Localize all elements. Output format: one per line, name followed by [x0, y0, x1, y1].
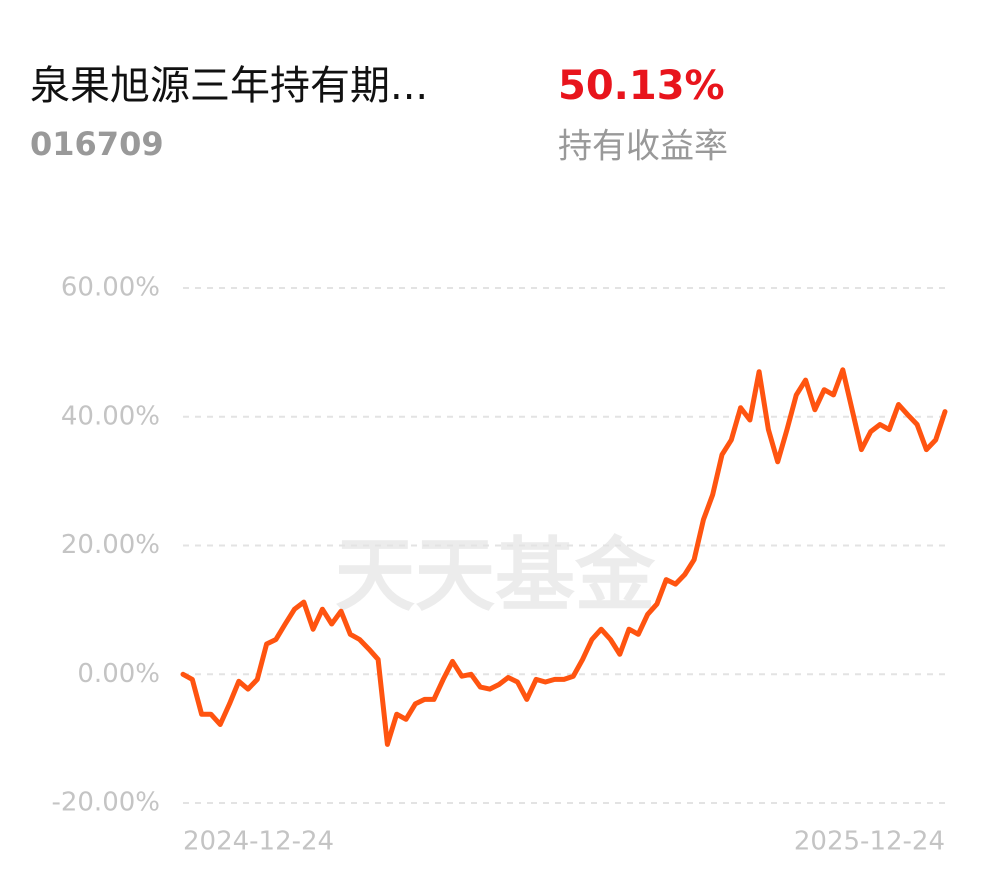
fund-code: 016709: [30, 125, 164, 163]
return-value: 50.13%: [558, 63, 725, 109]
fund-name: 泉果旭源三年持有期...: [30, 63, 428, 109]
x-tick-label: 2025-12-24: [794, 827, 945, 857]
y-tick-label: -20.00%: [51, 788, 160, 818]
y-tick-label: 40.00%: [61, 401, 160, 431]
return-label: 持有收益率: [558, 127, 728, 167]
y-tick-label: 60.00%: [61, 273, 160, 303]
y-tick-label: 0.00%: [77, 659, 160, 689]
line: [180, 367, 948, 747]
watermark: 天天基金: [335, 528, 656, 622]
x-tick-label: 2024-12-24: [183, 827, 334, 857]
y-tick-label: 20.00%: [61, 530, 160, 560]
